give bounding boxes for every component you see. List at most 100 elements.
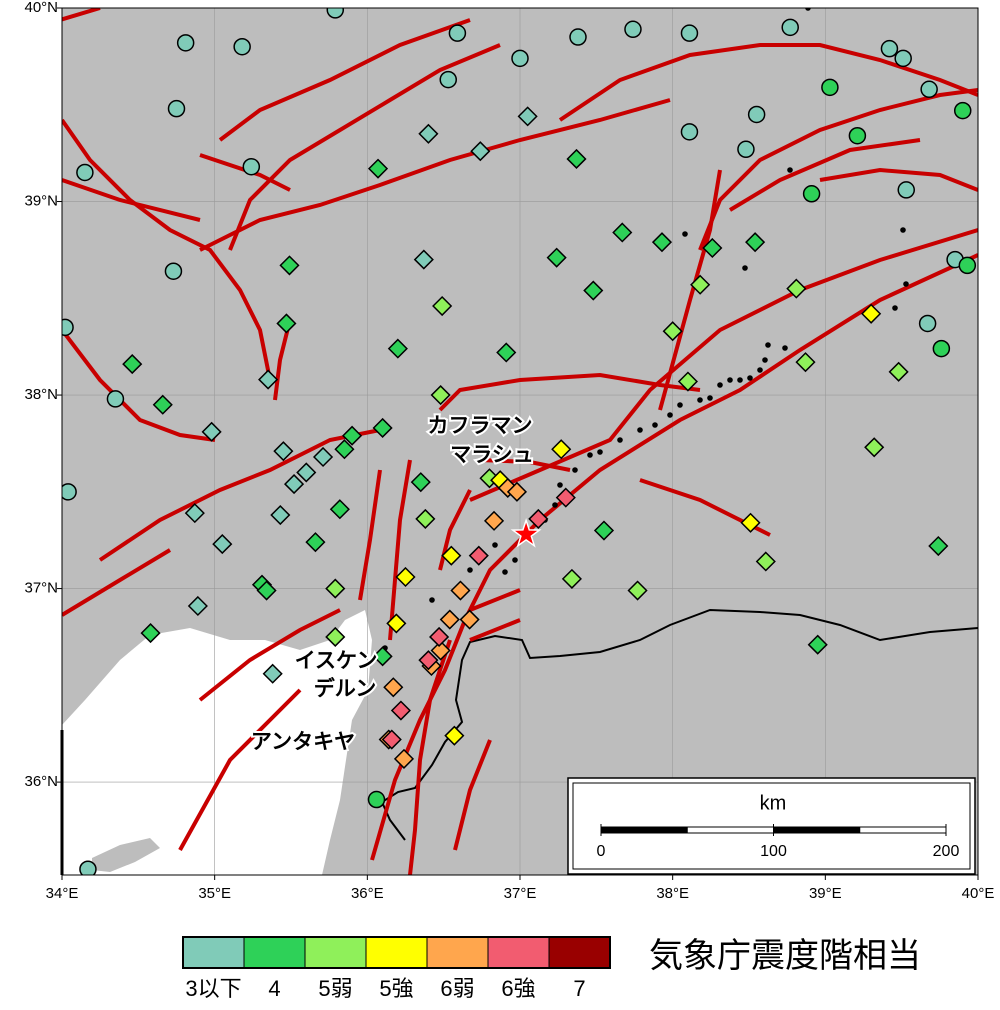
map-body [62,8,978,875]
station-diamond [627,580,648,601]
station-circle [737,140,755,159]
y-tick-label: 40°N [24,0,58,16]
station-diamond [430,384,451,406]
place-labels: カフラマン マラシュ イスケン デルン アンタキヤ [249,413,536,756]
scale-box-inner [572,782,971,870]
stations [62,8,977,875]
station-diamond [702,237,723,259]
station-diamond [418,650,439,671]
station-diamond [483,510,505,531]
place-label: イスケン [295,650,378,673]
station-diamond [468,545,489,566]
x-tick-label: 38°E [656,885,689,902]
station-diamond [551,439,572,460]
station-diamond [470,141,491,162]
station-circle [62,318,74,337]
station-diamond [506,481,528,502]
legend: 気象庁震度階相当 3以下 4 5弱 5強 6弱 6強 7 [182,936,921,1001]
aftershocks [382,8,909,651]
station-diamond [334,439,355,460]
station-diamond [662,321,683,342]
scale-segment [773,826,861,834]
station-diamond [864,437,885,458]
station-diamond [459,609,480,630]
scale-label: 200 [933,843,960,860]
border [380,608,978,841]
station-diamond [528,508,549,529]
station-diamond [140,623,161,644]
legend-label: 3以下 [185,976,241,1001]
station-diamond [561,568,582,589]
station-diamond [677,371,698,392]
scale-label: 0 [597,843,606,860]
station-diamond [432,295,453,317]
station-diamond [312,446,334,468]
station-diamond [262,663,283,684]
station-diamond [283,474,305,495]
legend-swatch [182,936,245,969]
station-circle [953,101,972,120]
station-diamond [517,106,538,127]
x-tick-label: 35°E [198,885,231,902]
legend-swatch [548,936,611,969]
y-tick-label: 39°N [24,192,58,209]
station-circle [802,185,821,203]
station-diamond [807,634,828,655]
grid [62,8,978,875]
station-diamond [258,369,279,390]
station-circle [448,24,467,42]
legend-label: 6強 [501,976,535,1001]
station-circle [242,157,261,176]
station-diamond [276,313,297,334]
legend-title: 気象庁震度階相当 [649,937,921,975]
station-circle [106,390,125,408]
legend-label: 7 [573,976,585,1001]
y-tick-label: 36°N [24,773,58,790]
station-circle [511,49,529,68]
station-diamond [372,417,393,439]
station-diamond [390,700,411,721]
legend-swatch [304,936,367,969]
scale-box [567,777,976,875]
station-circle [326,8,345,19]
legend-swatch [243,936,306,969]
station-diamond [546,247,567,268]
station-diamond [755,551,776,572]
station-diamond [372,646,393,667]
sea [62,610,372,875]
station-circle [920,80,938,99]
station-circle [680,123,699,141]
scale-unit: km [760,792,787,814]
station-circle [176,34,195,52]
scale-segment [859,826,947,834]
station-circle [76,163,94,182]
y-tick-label: 37°N [24,580,58,597]
station-circle [781,18,799,37]
station-diamond [413,249,434,270]
x-tick-label: 36°E [351,885,384,902]
place-label: カフラマン [428,415,533,438]
station-circle [680,24,699,42]
station-circle [79,860,97,875]
station-diamond [861,303,882,324]
station-diamond [496,342,517,363]
x-tick-label: 34°E [46,885,79,902]
station-diamond [429,626,450,648]
legend-label: 5弱 [318,976,352,1001]
station-diamond [444,725,465,746]
station-diamond [381,729,402,750]
station-diamond [395,566,416,588]
station-diamond [256,580,277,601]
station-diamond [555,487,576,508]
station-diamond [393,748,415,769]
station-circle [62,483,77,501]
station-circle [439,70,457,89]
scale-label: 100 [760,843,787,860]
station-diamond [187,595,208,617]
scale-ticks: 0 100 200 [597,824,960,860]
station-diamond [367,158,389,179]
station-diamond [201,421,222,442]
station-diamond [430,640,451,661]
station-circle [897,181,915,199]
station-diamond [928,535,949,557]
